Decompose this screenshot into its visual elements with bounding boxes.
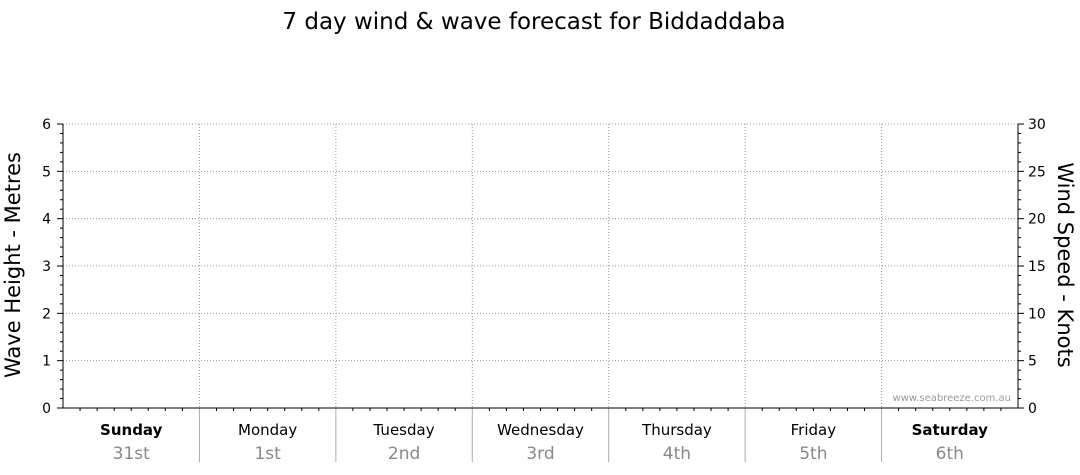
left-tick-label: 0 — [42, 401, 51, 417]
right-tick-label: 15 — [1028, 259, 1046, 275]
day-name-label: Thursday — [641, 421, 712, 439]
day-name-label: Tuesday — [373, 421, 435, 439]
axes — [62, 124, 1019, 411]
day-date-label: 6th — [936, 444, 964, 464]
left-tick-label: 1 — [42, 354, 51, 370]
right-tick-label: 20 — [1028, 212, 1046, 228]
right-tick-label: 10 — [1028, 306, 1046, 322]
grid-lines — [63, 123, 1018, 462]
left-tick-label: 3 — [42, 259, 51, 275]
right-axis-title: Wind Speed - Knots — [1053, 162, 1077, 367]
watermark: www.seabreeze.com.au — [893, 393, 1011, 404]
day-name-label: Wednesday — [497, 421, 584, 439]
left-tick-label: 2 — [42, 306, 51, 322]
left-axis-ticks: 0 1 2 3 4 5 6 — [42, 117, 63, 417]
right-tick-label: 5 — [1028, 354, 1037, 370]
day-date-label: 3rd — [526, 444, 554, 464]
left-tick-label: 5 — [42, 164, 51, 180]
day-date-label: 2nd — [388, 444, 420, 464]
day-name-label: Saturday — [912, 421, 989, 439]
chart-title: 7 day wind & wave forecast for Biddaddab… — [282, 9, 785, 35]
right-tick-label: 25 — [1028, 164, 1046, 180]
day-date-label: 31st — [113, 444, 150, 464]
day-labels: Sunday 31st Monday 1st Tuesday 2nd Wednesday 3r… — [100, 421, 988, 464]
right-axis-ticks: 0 5 10 15 20 25 30 — [1018, 117, 1046, 417]
day-date-label: 4th — [663, 444, 691, 464]
left-tick-label: 4 — [42, 212, 51, 228]
right-tick-label: 0 — [1028, 401, 1037, 417]
day-date-label: 5th — [799, 444, 827, 464]
day-name-label: Monday — [238, 421, 297, 439]
day-name-label: Friday — [791, 421, 837, 439]
right-tick-label: 30 — [1028, 117, 1046, 133]
day-name-label: Sunday — [100, 421, 163, 439]
left-tick-label: 6 — [42, 117, 51, 133]
day-date-label: 1st — [254, 444, 281, 464]
left-axis-title: Wave Height - Metres — [1, 152, 25, 378]
